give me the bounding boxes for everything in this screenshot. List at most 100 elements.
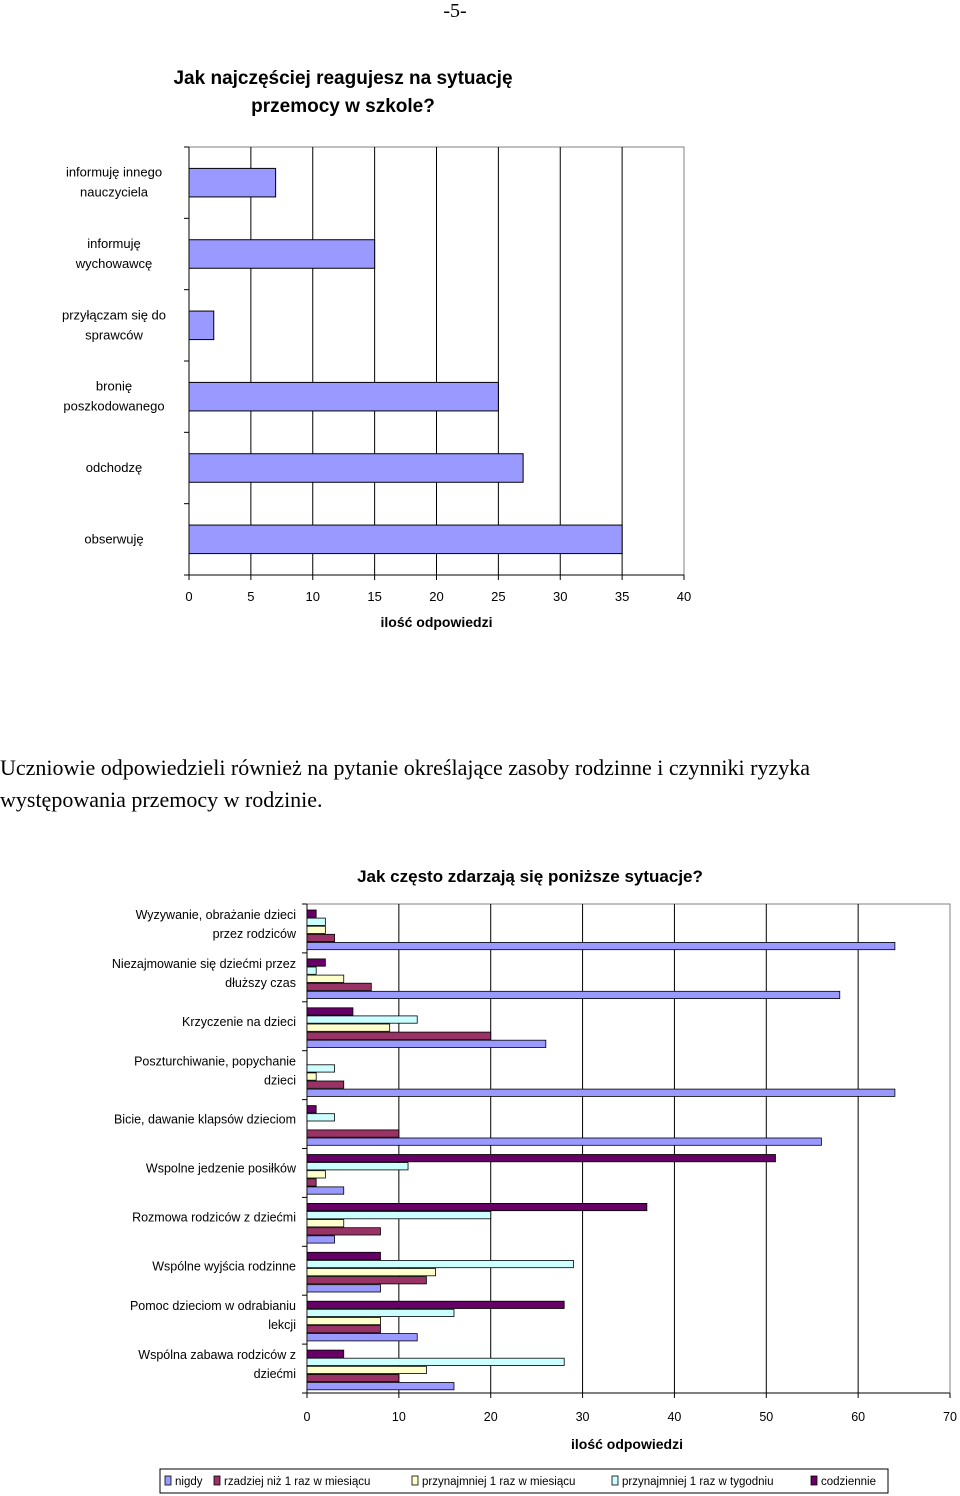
chart2-bar <box>306 1251 381 1260</box>
chart1-category-label: sprawców <box>85 327 143 342</box>
chart2-x-tick-label: 0 <box>304 1410 311 1424</box>
chart2-bar <box>306 1268 437 1277</box>
chart2-category-label: Rozmowa rodziców z dziećmi <box>132 1210 296 1224</box>
chart2-x-tick-label: 40 <box>667 1410 681 1424</box>
chart2-bar <box>306 1088 896 1097</box>
chart2-legend-swatch <box>213 1475 221 1486</box>
chart2-x-tick-label: 50 <box>759 1410 773 1424</box>
chart2-bar <box>306 1219 345 1228</box>
chart2-category-label: lekcji <box>268 1318 296 1332</box>
chart2-x-axis-label: ilość odpowiedzi <box>571 1436 683 1452</box>
chart1-category-label: bronię <box>96 379 132 394</box>
chart2-bar <box>306 1015 418 1024</box>
chart2-category-label: przez rodziców <box>213 927 297 941</box>
chart1-x-tick-label: 20 <box>429 589 443 604</box>
chart2-bar <box>306 1137 822 1146</box>
chart2-legend-label: nigdy <box>175 1476 203 1488</box>
chart2-x-tick-label: 60 <box>851 1410 865 1424</box>
chart1-x-tick-label: 15 <box>367 589 381 604</box>
chart2-bar <box>306 1276 427 1285</box>
chart1-category-label: odchodzę <box>86 460 142 475</box>
chart2-bar <box>306 1333 418 1342</box>
chart2-bar <box>306 1129 400 1138</box>
chart2-bar <box>306 1365 427 1374</box>
chart2-legend: nigdy rzadziej niż 1 raz w miesiącu przyna… <box>159 1468 889 1494</box>
chart2-bar <box>306 1227 381 1236</box>
chart1-bar <box>188 310 215 341</box>
chart1-category-label: wychowawcę <box>75 256 153 271</box>
chart2-category-label: Wspólna zabawa rodziców z <box>138 1348 296 1362</box>
chart1-title-line: przemocy w szkole? <box>251 96 435 117</box>
chart2-bar <box>306 1031 492 1040</box>
chart2-category-label: Poszturchiwanie, popychanie <box>134 1055 296 1069</box>
chart2-category-label: Pomoc dzieciom w odrabianiu <box>130 1299 296 1313</box>
chart2-bar <box>306 1064 335 1073</box>
chart1-x-tick-label: 40 <box>677 589 691 604</box>
chart1-title-line: Jak najczęściej reagujesz na sytuację <box>173 68 512 89</box>
chart-school-violence-reactions: Jak najczęściej reagujesz na sytuację prz… <box>62 68 691 630</box>
chart1-x-tick-label: 10 <box>306 589 320 604</box>
chart1-category-label: nauczyciela <box>80 185 149 200</box>
chart2-bar <box>306 966 317 975</box>
chart2-bar <box>306 1072 317 1081</box>
chart2-legend-swatch <box>164 1475 172 1486</box>
chart2-bar <box>306 1374 400 1383</box>
chart1-bar <box>188 524 623 555</box>
chart2-category-label: Wyzywanie, obrażanie dzieci <box>136 908 296 922</box>
paragraph-line-2: występowania przemocy w rodzinie. <box>0 787 323 812</box>
chart2-category-label: Krzyczenie na dzieci <box>182 1015 296 1029</box>
chart2-bar <box>306 1316 381 1326</box>
chart2-bar <box>306 1300 565 1309</box>
chart2-bar <box>306 1308 455 1317</box>
chart2-bar <box>306 1186 345 1195</box>
chart2-bar <box>306 1211 492 1220</box>
chart1-x-tick-label: 0 <box>185 589 192 604</box>
chart2-x-tick-label: 10 <box>392 1410 406 1424</box>
chart2-bar <box>306 1235 335 1244</box>
chart1-x-tick-label: 30 <box>553 589 567 604</box>
chart1-bar <box>188 239 376 269</box>
chart2-bar <box>306 917 326 926</box>
chart2-bar <box>306 990 841 1000</box>
chart2-category-label: dziećmi <box>254 1367 296 1381</box>
chart2-x-tick-label: 30 <box>576 1410 590 1424</box>
chart2-bar <box>306 1039 547 1048</box>
chart1-category-label: informuję innego <box>66 165 162 180</box>
chart1-category-label: informuję <box>87 236 140 251</box>
chart2-bar <box>306 1325 381 1334</box>
chart1-x-tick-label: 5 <box>247 589 254 604</box>
chart2-legend-label: rzadziej niż 1 raz w miesiącu <box>224 1476 370 1488</box>
chart1-category-label: poszkodowanego <box>63 399 164 414</box>
chart2-legend-box <box>159 1468 889 1494</box>
chart2-bar <box>306 942 896 951</box>
chart2-bar <box>306 974 345 983</box>
paragraph-text: Uczniowie odpowiedzieli również na pytan… <box>0 752 950 816</box>
chart1-bar <box>188 453 524 483</box>
chart2-bar <box>306 925 326 934</box>
paragraph-line-1: Uczniowie odpowiedzieli również na pytan… <box>0 755 811 780</box>
chart2-title: Jak często zdarzają się poniższe sytuacj… <box>357 867 703 886</box>
chart1-x-tick-label: 25 <box>491 589 505 604</box>
chart2-bar <box>306 1007 354 1016</box>
chart1-bar <box>188 167 277 198</box>
chart2-bar <box>306 909 317 918</box>
chart2-bar <box>306 1178 317 1187</box>
chart2-legend-label: codziennie <box>821 1476 876 1488</box>
chart2-bar <box>306 982 372 991</box>
chart2-bar <box>306 1162 409 1171</box>
chart2-category-label: dłuższy czas <box>225 976 296 990</box>
chart2-category-label: Niezajmowanie się dziećmi przez <box>112 957 296 971</box>
chart2-bar <box>306 1259 574 1269</box>
page-number: -5- <box>443 0 467 22</box>
chart2-bar <box>306 958 326 967</box>
chart1-x-axis-label: ilość odpowiedzi <box>380 614 492 630</box>
chart2-bar <box>306 1357 565 1366</box>
chart2-bar <box>306 1382 455 1391</box>
chart1-x-tick-label: 35 <box>615 589 629 604</box>
chart2-bar <box>306 1284 381 1293</box>
chart2-x-tick-label: 70 <box>943 1410 957 1424</box>
chart2-bar <box>306 1154 776 1163</box>
chart2-legend-swatch <box>411 1475 419 1486</box>
chart2-category-label: Bicie, dawanie klapsów dzieciom <box>114 1113 296 1127</box>
chart2-bar <box>306 1080 345 1089</box>
